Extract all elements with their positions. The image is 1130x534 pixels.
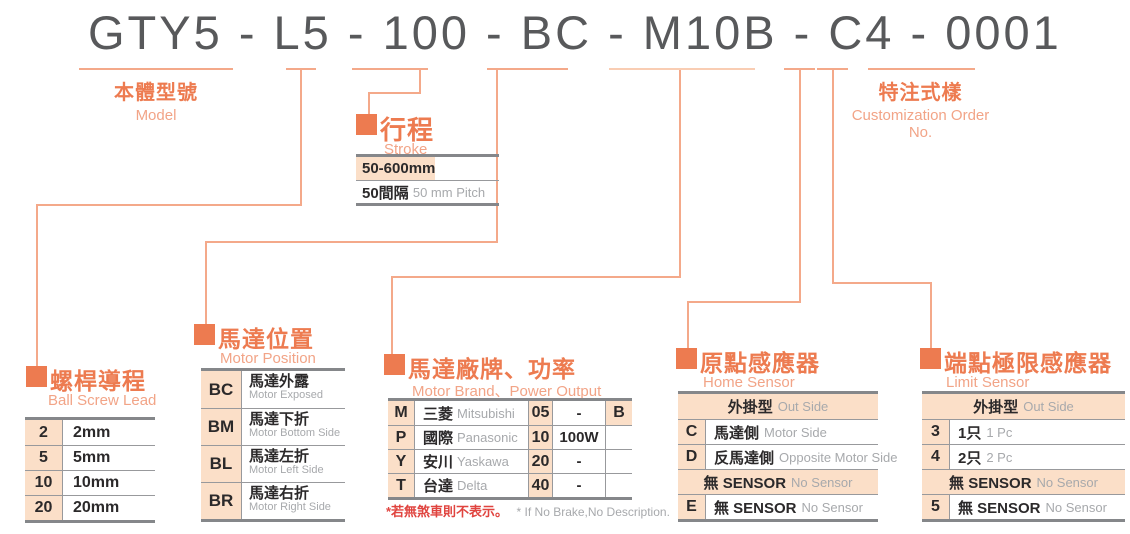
connector-line xyxy=(36,204,38,368)
underline-4 xyxy=(817,68,848,70)
home-sensor-title-zh: 原點感應器 xyxy=(700,350,820,376)
connector-line xyxy=(391,276,393,357)
table-divider-row: 無 SENSOR No Sensor xyxy=(678,469,878,494)
power-cell: - xyxy=(553,474,606,497)
underline-c xyxy=(784,68,815,70)
ball-screw-lead-title-en: Ball Screw Lead xyxy=(48,392,157,409)
customization-label-zh: 特注式樣 xyxy=(878,82,963,104)
table-row: BC 馬達外露 Motor Exposed xyxy=(201,371,345,408)
limit-sensor-title-zh: 端點極限感應器 xyxy=(944,350,1112,376)
connector-line xyxy=(687,301,689,350)
brake-cell xyxy=(606,474,632,497)
brake-footnote: *若無煞車則不表示。 * If No Brake,No Description. xyxy=(386,504,670,519)
table-row: Y 安川 Yaskawa 20 - xyxy=(388,449,632,473)
table-row: M 三菱 Mitsubishi 05 - B xyxy=(388,401,632,425)
connector-line xyxy=(930,282,932,350)
stroke-pitch: 50間隔 50 mm Pitch xyxy=(362,184,486,202)
home-sensor-title-en: Home Sensor xyxy=(703,374,795,391)
motor-brand-section-header: 馬達廠牌、功率 xyxy=(384,350,576,384)
table-row: P 國際 Panasonic 10 100W xyxy=(388,425,632,449)
customization-label: 特注式樣 Customization Order No. xyxy=(838,76,1003,141)
table-row: BL 馬達左折 Motor Left Side xyxy=(201,445,345,482)
brake-cell xyxy=(606,426,632,449)
section-bullet-square xyxy=(26,366,47,387)
motor-position-title-zh: 馬達位置 xyxy=(218,326,314,352)
table-row: 50間隔 50 mm Pitch xyxy=(356,180,499,203)
stroke-section-header: 行程 xyxy=(356,110,434,147)
power-cell: - xyxy=(553,401,606,425)
table-row: 20 20mm xyxy=(25,495,155,520)
brake-cell xyxy=(606,450,632,473)
stroke-title-zh: 行程 xyxy=(380,115,435,145)
table-row: E 無 SENSOR No Sensor xyxy=(678,494,878,519)
model-label: 本體型號 Model xyxy=(79,76,233,124)
table-row: 5 無 SENSOR No Sensor xyxy=(922,494,1125,519)
underline-0001 xyxy=(868,68,975,70)
motor-brand-table: M 三菱 Mitsubishi 05 - B P 國際 Panasonic 10… xyxy=(388,398,632,500)
table-row: D 反馬達側 Opposite Motor Side xyxy=(678,444,898,469)
underline-bc xyxy=(487,68,568,70)
table-row: 10 10mm xyxy=(25,470,155,495)
home-sensor-table: 外掛型 Out Side C 馬達側 Motor Side D 反馬達側 Opp… xyxy=(678,391,898,522)
connector-line xyxy=(419,70,421,94)
connector-line xyxy=(205,241,207,327)
model-label-zh: 本體型號 xyxy=(114,82,198,104)
table-subheader-row: 外掛型 Out Side xyxy=(678,394,878,419)
underline-m10b xyxy=(609,68,755,70)
table-row: 3 1只 1 Pc xyxy=(922,419,1125,444)
table-subheader-row: 外掛型 Out Side xyxy=(922,394,1125,419)
connector-line xyxy=(832,70,834,284)
ball-screw-lead-title-zh: 螺桿導程 xyxy=(50,368,146,394)
connector-line xyxy=(205,241,498,243)
table-row: 2 2mm xyxy=(25,420,155,445)
limit-sensor-section-header: 端點極限感應器 xyxy=(920,344,1112,378)
table-row: 50-600mm xyxy=(356,157,499,180)
table-row: BM 馬達下折 Motor Bottom Side xyxy=(201,408,345,445)
motor-position-title-en: Motor Position xyxy=(220,350,316,367)
motor-position-table: BC 馬達外露 Motor Exposed BM 馬達下折 Motor Bott… xyxy=(201,368,345,522)
underline-gty5 xyxy=(79,68,233,70)
home-sensor-section-header: 原點感應器 xyxy=(676,344,820,378)
connector-line xyxy=(679,70,681,278)
power-cell: - xyxy=(553,450,606,473)
stroke-range: 50-600mm xyxy=(356,157,436,180)
customization-label-en: Customization Order No. xyxy=(851,107,990,141)
connector-line xyxy=(687,301,801,303)
section-bullet-square xyxy=(676,348,697,369)
section-bullet-square xyxy=(194,324,215,345)
table-row: 4 2只 2 Pc xyxy=(922,444,1125,469)
section-bullet-square xyxy=(356,114,377,135)
connector-line xyxy=(368,92,370,118)
brake-cell: B xyxy=(606,401,632,425)
table-row: 5 5mm xyxy=(25,445,155,470)
section-bullet-square xyxy=(920,348,941,369)
underline-l5 xyxy=(286,68,316,70)
table-divider-row: 無 SENSOR No Sensor xyxy=(922,469,1125,494)
model-code-title: GTY5 - L5 - 100 - BC - M10B - C4 - 0001 xyxy=(88,6,1062,59)
connector-line xyxy=(368,92,421,94)
ball-screw-lead-table: 2 2mm 5 5mm 10 10mm 20 20mm xyxy=(25,417,155,523)
motor-brand-title-en: Motor Brand、Power Output xyxy=(412,383,602,400)
motor-brand-title-zh: 馬達廠牌、功率 xyxy=(408,356,576,382)
connector-line xyxy=(832,282,932,284)
connector-line xyxy=(799,70,801,303)
table-row: BR 馬達右折 Motor Right Side xyxy=(201,482,345,519)
table-row: C 馬達側 Motor Side xyxy=(678,419,878,444)
table-row: T 台達 Delta 40 - xyxy=(388,473,632,497)
connector-line xyxy=(300,70,302,206)
section-bullet-square xyxy=(384,354,405,375)
limit-sensor-table: 外掛型 Out Side 3 1只 1 Pc 4 2只 2 Pc 無 SENSO… xyxy=(922,391,1125,522)
stroke-title-en: Stroke xyxy=(384,141,428,158)
stroke-table: 50-600mm 50間隔 50 mm Pitch xyxy=(356,154,499,206)
model-label-en: Model xyxy=(135,107,177,124)
power-cell: 100W xyxy=(553,426,606,449)
motor-position-section-header: 馬達位置 xyxy=(194,320,314,354)
limit-sensor-title-en: Limit Sensor xyxy=(946,374,1030,391)
underline-100 xyxy=(352,68,428,70)
ball-screw-lead-section-header: 螺桿導程 xyxy=(26,362,146,396)
connector-line xyxy=(36,204,302,206)
connector-line xyxy=(391,276,681,278)
